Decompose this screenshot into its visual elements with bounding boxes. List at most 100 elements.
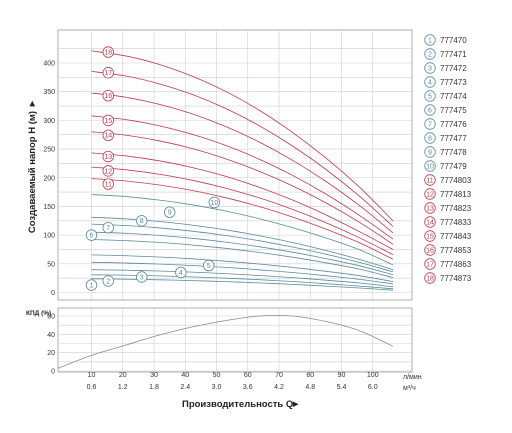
legend-entry-6: 777475 — [440, 106, 467, 115]
curve-marker-circle-15 — [102, 114, 114, 127]
x-tick-label-m3h: 5.4 — [337, 384, 347, 391]
head-curve-17 — [91, 71, 394, 227]
y-tick-label: 0 — [51, 290, 55, 297]
y-tick-label: 300 — [43, 118, 55, 125]
legend-marker-15 — [424, 230, 436, 242]
x-tick-label-m3h: 0.6 — [87, 384, 97, 391]
x-unit-m3h: м³/ч — [403, 385, 416, 392]
curve-marker-label-16: 16 — [104, 93, 112, 100]
legend-marker-9 — [424, 146, 436, 158]
efficiency-plot-frame — [57, 307, 413, 373]
head-curve-8 — [91, 223, 394, 273]
curve-marker-circle-10 — [208, 196, 221, 209]
legend-entry-11: 7774803 — [440, 176, 472, 185]
curve-marker-circle-17 — [102, 67, 114, 79]
head-curve-6 — [91, 239, 394, 278]
legend-marker-label-3: 3 — [428, 65, 432, 72]
legend-marker-label-16: 16 — [426, 247, 434, 254]
legend-entry-1: 777470 — [440, 36, 467, 45]
legend-marker-3 — [424, 62, 436, 74]
legend-entry-18: 7774873 — [440, 274, 472, 283]
legend-entry-12: 7774813 — [440, 190, 472, 199]
legend-marker-12 — [424, 188, 436, 200]
efficiency-y-tick-label: 60 — [47, 314, 55, 321]
legend-entry-5: 777474 — [440, 92, 467, 101]
legend-marker-1 — [424, 34, 436, 46]
legend-marker-17 — [424, 258, 436, 270]
curve-marker-label-2: 2 — [106, 278, 110, 285]
x-tick-label-lpm: 30 — [150, 372, 158, 379]
x-tick-label-m3h: 3.0 — [212, 384, 222, 391]
curve-marker-circle-13 — [102, 150, 114, 163]
legend-marker-8 — [424, 132, 436, 144]
head-curve-16 — [91, 92, 394, 234]
curve-marker-label-11: 11 — [105, 181, 112, 188]
x-unit-lpm: л/мин — [403, 374, 422, 381]
curve-marker-label-13: 13 — [104, 154, 112, 161]
legend-marker-14 — [424, 216, 436, 228]
head-curve-12 — [91, 166, 394, 255]
x-tick-label-lpm: 10 — [88, 372, 96, 379]
legend-marker-label-14: 14 — [426, 219, 434, 226]
legend-marker-6 — [424, 104, 436, 116]
curve-marker-label-6: 6 — [90, 233, 94, 240]
head-curve-10 — [91, 194, 394, 266]
y-tick-label: 400 — [43, 61, 55, 68]
curve-marker-circle-14 — [102, 129, 114, 141]
efficiency-y-tick-label: 40 — [47, 332, 55, 339]
curve-marker-circle-4 — [175, 266, 187, 279]
legend-marker-label-2: 2 — [428, 51, 432, 58]
curve-marker-circle-7 — [102, 221, 114, 234]
curve-marker-circle-1 — [85, 279, 98, 291]
x-tick-label-lpm: 100 — [367, 372, 379, 379]
legend-entry-15: 7774843 — [440, 232, 472, 241]
curve-marker-label-3: 3 — [140, 274, 144, 281]
curve-marker-circle-3 — [136, 271, 148, 283]
legend-marker-label-9: 9 — [428, 149, 432, 156]
curve-marker-circle-8 — [136, 215, 148, 227]
efficiency-curve — [57, 314, 394, 369]
y-tick-label: 250 — [43, 147, 55, 154]
legend-entry-9: 777478 — [440, 148, 467, 157]
legend-marker-4 — [424, 76, 436, 88]
x-tick-label-lpm: 70 — [275, 372, 283, 379]
legend-marker-11 — [424, 174, 436, 186]
legend-entry-2: 777471 — [440, 50, 467, 59]
x-tick-label-m3h: 2.4 — [180, 384, 190, 391]
x-tick-label-lpm: 90 — [338, 372, 346, 379]
curve-marker-circle-5 — [203, 259, 215, 272]
head-curve-18 — [91, 50, 394, 222]
legend-marker-label-1: 1 — [428, 37, 432, 44]
curve-marker-circle-12 — [102, 165, 114, 177]
legend-entry-17: 7774863 — [440, 260, 472, 269]
legend-marker-label-4: 4 — [428, 79, 432, 86]
curve-marker-circle-11 — [102, 178, 114, 190]
curve-marker-circle-6 — [85, 229, 98, 241]
x-axis-arrow: ► — [291, 399, 300, 410]
curve-marker-circle-2 — [102, 275, 114, 287]
head-curve-15 — [91, 115, 394, 240]
legend-marker-label-7: 7 — [428, 121, 432, 128]
head-curve-14 — [91, 131, 394, 245]
legend-marker-label-6: 6 — [428, 107, 432, 114]
head-curve-4 — [91, 261, 394, 285]
curve-marker-label-9: 9 — [168, 210, 172, 217]
head-curve-9 — [91, 216, 394, 270]
x-tick-label-m3h: 1.2 — [118, 384, 128, 391]
legend-marker-label-5: 5 — [428, 93, 432, 100]
curve-marker-label-15: 15 — [104, 118, 112, 125]
curve-marker-label-8: 8 — [140, 218, 144, 225]
head-curve-3 — [91, 269, 394, 288]
x-tick-label-lpm: 50 — [213, 372, 221, 379]
main-plot-frame — [57, 29, 413, 301]
curve-marker-label-5: 5 — [207, 263, 211, 270]
curve-marker-label-10: 10 — [210, 200, 218, 207]
legend-entry-10: 777479 — [440, 162, 467, 171]
legend-marker-label-18: 18 — [426, 275, 434, 282]
efficiency-y-tick-label: 0 — [51, 369, 55, 376]
curve-marker-circle-18 — [102, 46, 114, 58]
curve-marker-circle-9 — [163, 206, 176, 218]
legend-marker-10 — [424, 160, 436, 172]
legend-marker-13 — [424, 202, 436, 214]
